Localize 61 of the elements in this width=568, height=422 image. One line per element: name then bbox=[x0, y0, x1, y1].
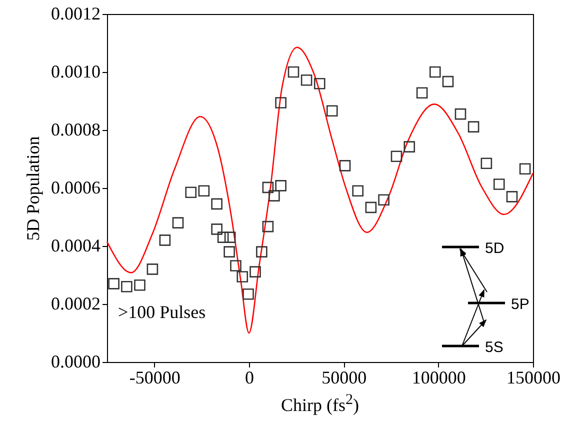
point bbox=[352, 185, 364, 197]
point bbox=[442, 76, 454, 88]
point bbox=[339, 160, 351, 172]
annotation: >100 Pulses bbox=[118, 302, 206, 323]
point bbox=[288, 66, 300, 78]
point bbox=[185, 186, 197, 198]
y-tick-label: 0.0002 bbox=[51, 294, 100, 314]
x-tick-label: 100000 bbox=[412, 368, 466, 388]
point bbox=[134, 280, 146, 291]
x-tick-label: 0 bbox=[245, 368, 254, 388]
point bbox=[378, 194, 390, 206]
y-tick-label: 0.0008 bbox=[51, 120, 100, 140]
y-tick-label: 0.0012 bbox=[51, 4, 100, 24]
point bbox=[211, 198, 222, 210]
point bbox=[172, 217, 184, 228]
point bbox=[236, 271, 248, 282]
point bbox=[146, 264, 158, 275]
point bbox=[198, 185, 210, 197]
point bbox=[300, 74, 312, 86]
point bbox=[224, 246, 235, 258]
point bbox=[268, 190, 280, 202]
point bbox=[468, 121, 480, 132]
point bbox=[121, 280, 132, 292]
point bbox=[250, 266, 261, 278]
point bbox=[314, 78, 326, 90]
point bbox=[262, 182, 274, 194]
point bbox=[429, 66, 441, 78]
annotation: 5S bbox=[485, 339, 504, 356]
point bbox=[256, 246, 268, 258]
point bbox=[230, 260, 242, 272]
annotation: 5D bbox=[485, 240, 504, 257]
y-tick-label: 0.0004 bbox=[51, 236, 100, 256]
point bbox=[416, 87, 428, 99]
annotation: 5P bbox=[511, 296, 530, 313]
point bbox=[365, 202, 377, 214]
point bbox=[275, 180, 286, 192]
y-tick-label: 0.0000 bbox=[51, 352, 100, 372]
point bbox=[242, 288, 254, 300]
point bbox=[275, 97, 286, 108]
point bbox=[519, 163, 531, 175]
x-tick-label: 150000 bbox=[506, 368, 560, 388]
point bbox=[506, 191, 518, 202]
point bbox=[480, 158, 492, 169]
point bbox=[454, 108, 466, 120]
point bbox=[262, 220, 274, 232]
point bbox=[159, 234, 171, 246]
point bbox=[108, 278, 120, 290]
x-tick-label: 50000 bbox=[322, 368, 367, 388]
y-axis-title: 5D Population bbox=[23, 136, 43, 241]
x-axis-title: Chirp (fs$^{2}$) bbox=[281, 392, 359, 416]
point bbox=[211, 224, 222, 235]
x-tick-label: -50000 bbox=[129, 368, 180, 388]
y-tick-label: 0.0010 bbox=[51, 62, 100, 82]
point bbox=[404, 141, 416, 152]
point bbox=[390, 150, 402, 162]
point bbox=[217, 232, 229, 243]
point bbox=[326, 105, 338, 117]
point bbox=[224, 232, 236, 243]
line-series bbox=[106, 46, 534, 334]
point bbox=[493, 178, 505, 190]
y-tick-label: 0.0006 bbox=[51, 178, 100, 198]
